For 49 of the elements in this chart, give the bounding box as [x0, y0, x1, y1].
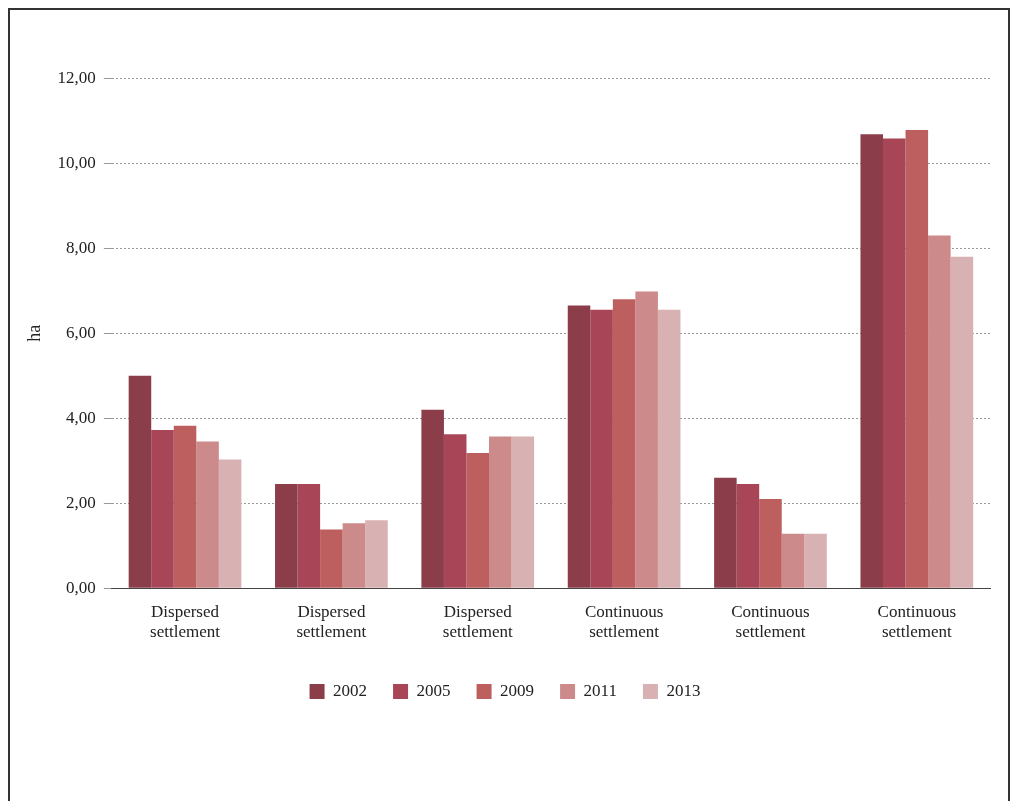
legend-label: 2002: [333, 680, 368, 700]
bar: [466, 453, 490, 588]
bar: [128, 375, 152, 588]
bar: [151, 430, 174, 588]
legend-label: 2005: [416, 680, 451, 700]
bar: [567, 305, 591, 588]
bar: [196, 441, 219, 588]
bar: [489, 436, 512, 588]
bar: [365, 520, 388, 588]
bar: [781, 533, 805, 588]
x-tick-label: Dispersed settlement: [442, 601, 513, 642]
bar: [635, 291, 658, 588]
bar: [883, 138, 906, 588]
x-tick-label: Continuous settlement: [584, 601, 664, 642]
y-tick-label: 10,00: [57, 152, 96, 172]
bar: [173, 425, 197, 588]
legend-label: 2013: [666, 680, 701, 700]
bar: [342, 523, 366, 588]
bar: [905, 130, 929, 588]
x-tick-label: Dispersed settlement: [150, 601, 221, 642]
bar: [511, 436, 535, 588]
bar: [860, 134, 884, 588]
bar: [612, 299, 636, 588]
bar: [443, 434, 467, 588]
x-tick-label: Continuous settlement: [731, 601, 810, 642]
bar: [421, 409, 444, 588]
bar: [714, 477, 737, 588]
bar: [297, 484, 321, 588]
y-tick-label: 0,00: [66, 577, 96, 597]
bar: [590, 309, 613, 588]
bar: [950, 256, 974, 588]
bar: [657, 309, 681, 588]
y-tick-label: 6,00: [66, 322, 96, 342]
y-tick-label: 12,00: [57, 67, 96, 87]
bar: [275, 484, 298, 588]
x-tick-label: Dispersed settlement: [296, 601, 367, 642]
bar: [804, 533, 827, 588]
legend-label: 2009: [500, 680, 535, 700]
y-axis-title: ha: [23, 324, 44, 342]
y-tick-label: 4,00: [66, 407, 96, 427]
x-tick-label: Continuous settlement: [877, 601, 957, 642]
bar: [320, 529, 343, 588]
y-tick-label: 8,00: [66, 237, 96, 257]
y-tick-label: 2,00: [66, 492, 96, 512]
bar: [218, 459, 242, 588]
bar: [759, 498, 782, 588]
bar: [928, 235, 951, 588]
legend-label: 2011: [583, 680, 617, 700]
bar: [736, 484, 760, 588]
